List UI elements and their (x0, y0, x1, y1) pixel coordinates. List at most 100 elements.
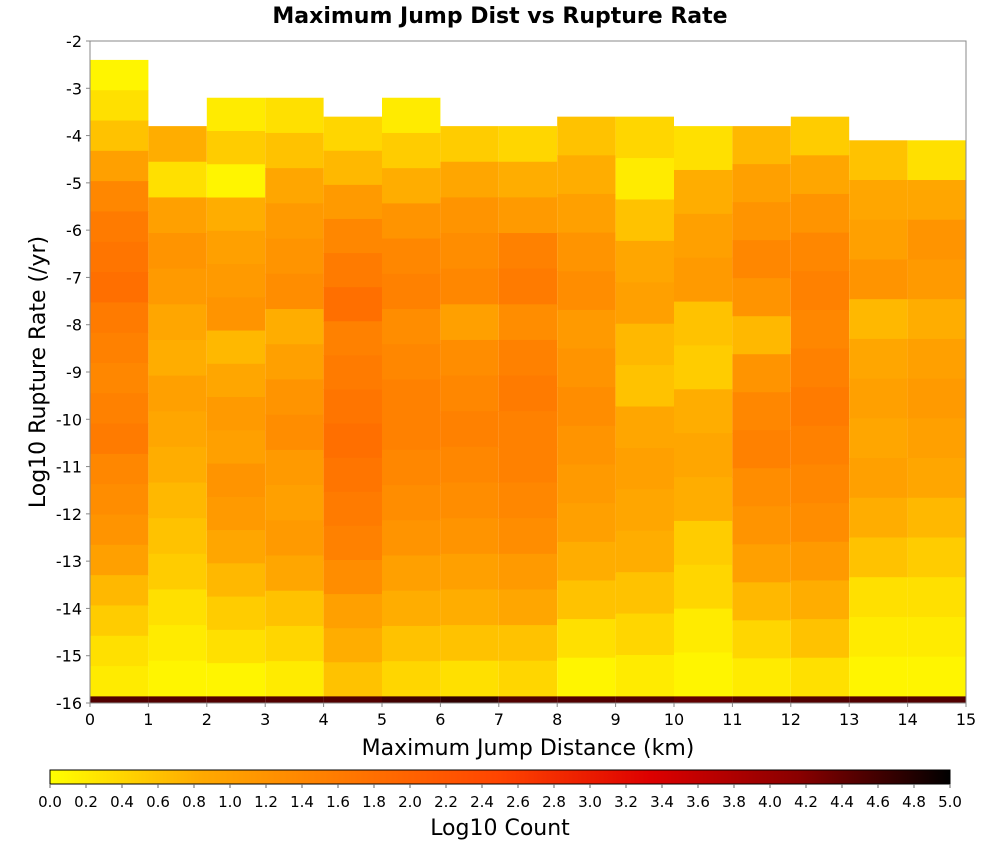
heatmap-cell (849, 180, 908, 221)
heatmap-cell (440, 375, 499, 412)
heatmap-cell (148, 233, 207, 270)
y-axis-label: Log10 Rupture Rate (/yr) (26, 236, 51, 508)
heatmap-cell (206, 629, 266, 664)
heatmap-cell (90, 150, 149, 182)
y-tick-label: -3 (66, 79, 82, 98)
colorbar-tick-label: 3.4 (650, 793, 674, 811)
heatmap-cell (148, 161, 207, 198)
heatmap-cell (615, 323, 674, 366)
heatmap-cell (90, 696, 149, 703)
heatmap-cell (265, 520, 324, 557)
heatmap-cell (849, 378, 908, 419)
heatmap-cell (674, 652, 733, 697)
heatmap-cell (557, 387, 616, 427)
heatmap-cell (849, 696, 908, 703)
heatmap-cell (323, 628, 382, 663)
heatmap-cell (382, 449, 441, 486)
heatmap-cell (90, 120, 149, 152)
colorbar-tick-label: 2.0 (398, 793, 422, 811)
heatmap-cell (90, 393, 149, 425)
heatmap-cell (615, 572, 674, 615)
heatmap-cell (382, 555, 441, 592)
heatmap-cell (674, 477, 733, 522)
heatmap-cell (265, 168, 324, 204)
colorbar-tick-label: 2.6 (506, 793, 530, 811)
heatmap-cell (732, 430, 791, 469)
heatmap-cell (323, 218, 382, 254)
x-tick-label: 3 (260, 710, 270, 729)
heatmap-cell (557, 580, 616, 620)
heatmap-cell (790, 309, 850, 350)
heatmap-cell (206, 264, 266, 298)
heatmap-cell (323, 150, 382, 186)
x-axis-ticks: 0 1 2 3 4 5 6 7 8 9 10 11 12 13 14 15 (85, 703, 976, 729)
heatmap-cell (849, 418, 908, 459)
colorbar-tick-label: 1.2 (254, 793, 278, 811)
heatmap-cell (382, 168, 441, 204)
heatmap-cell (90, 635, 149, 667)
heatmap-cell (440, 268, 499, 305)
heatmap-cell (265, 485, 324, 521)
heatmap-cell (849, 458, 908, 499)
heatmap-cell (206, 663, 266, 697)
heatmap-cell (790, 580, 850, 620)
heatmap-cell (440, 197, 499, 234)
heatmap-cell (440, 553, 499, 590)
heatmap-cell (674, 564, 733, 610)
heatmap-cell (907, 696, 966, 703)
heatmap-cell (148, 375, 207, 412)
colorbar-tick-label: 4.6 (866, 793, 890, 811)
colorbar-tick-label: 5.0 (938, 793, 962, 811)
heatmap-cell (674, 696, 733, 703)
heatmap-cell (557, 232, 616, 272)
heatmap-cell (615, 240, 674, 283)
heatmap-cell (498, 553, 558, 590)
heatmap-cell (557, 348, 616, 388)
heatmap-cell (790, 155, 850, 195)
heatmap-cell (148, 553, 207, 590)
x-tick-label: 7 (494, 710, 504, 729)
x-axis-label: Maximum Jump Distance (km) (362, 736, 695, 761)
heatmap-cell (849, 259, 908, 300)
heatmap-cell (615, 158, 674, 200)
heatmap-cell (790, 193, 850, 234)
heatmap-cell (498, 518, 558, 555)
heatmap-cell (148, 589, 207, 626)
heatmap-cell (382, 485, 441, 521)
colorbar-tick-label: 3.2 (614, 793, 638, 811)
x-tick-label: 11 (722, 710, 742, 729)
heatmap-cell (206, 563, 266, 598)
y-tick-label: -16 (56, 694, 82, 713)
heatmap-cell (323, 389, 382, 425)
y-tick-label: -9 (66, 363, 82, 382)
heatmap-cell (790, 116, 850, 156)
y-tick-label: -4 (66, 127, 82, 146)
heatmap-cell (148, 482, 207, 519)
heatmap-cell (498, 233, 558, 270)
chart-title: Maximum Jump Dist vs Rupture Rate (272, 4, 727, 29)
x-tick-label: 2 (202, 710, 212, 729)
y-tick-label: -12 (56, 505, 82, 524)
heatmap-cell (498, 446, 558, 484)
heatmap-cell (674, 433, 733, 478)
heatmap-cell (265, 238, 324, 275)
heatmap-cell (615, 447, 674, 490)
heatmap-cell (498, 660, 558, 697)
heatmap-cell (206, 430, 266, 465)
x-tick-label: 6 (435, 710, 445, 729)
heatmap-cell (265, 309, 324, 345)
colorbar-label: Log10 Count (430, 816, 570, 841)
heatmap-cell (206, 97, 266, 132)
y-tick-label: -13 (56, 552, 82, 571)
heatmap-cell (265, 344, 324, 380)
heatmap-cell (90, 211, 149, 243)
colorbar-tick-label: 4.8 (902, 793, 926, 811)
heatmap-cell (382, 661, 441, 697)
heatmap-cell (615, 199, 674, 242)
heatmap-cell (615, 696, 674, 703)
colorbar-tick-label: 0.8 (182, 793, 206, 811)
heatmap-cell (674, 301, 733, 346)
heatmap-cell (498, 411, 558, 448)
y-tick-label: -7 (66, 268, 82, 287)
heatmap-cell (790, 232, 850, 272)
